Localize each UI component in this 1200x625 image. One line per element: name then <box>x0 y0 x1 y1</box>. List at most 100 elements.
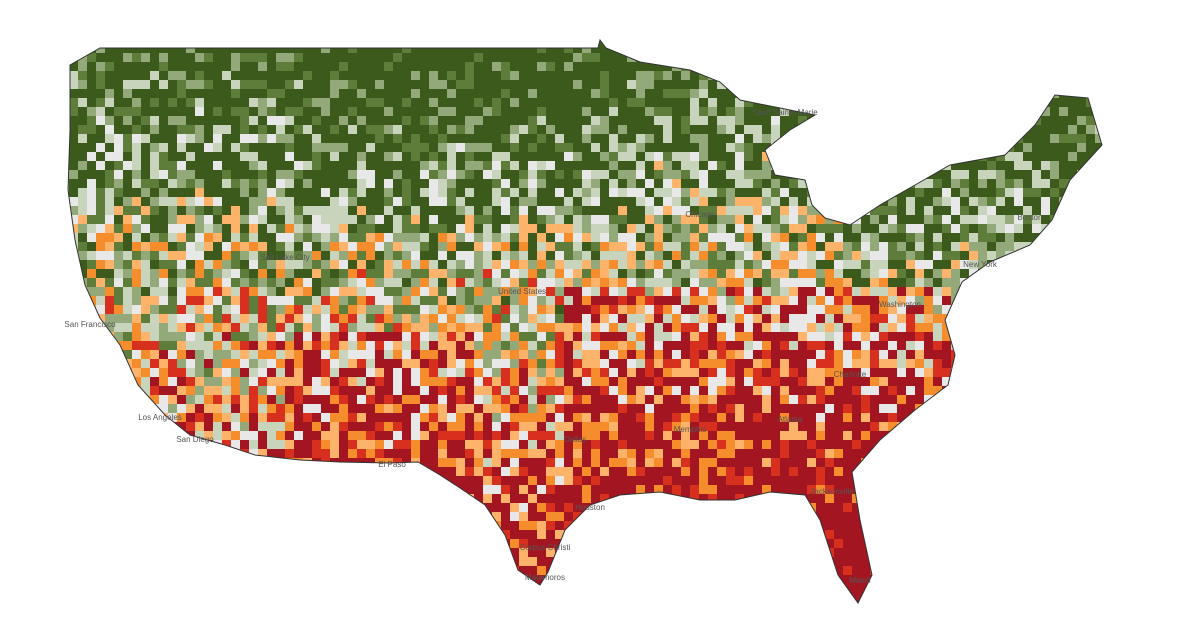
region-cell <box>591 224 601 234</box>
region-cell <box>780 170 790 180</box>
region-cell <box>870 323 880 333</box>
region-cell <box>672 224 682 234</box>
region-cell <box>285 278 295 288</box>
region-cell <box>474 269 484 279</box>
region-cell <box>672 89 682 99</box>
region-cell <box>1032 377 1042 387</box>
region-cell <box>105 377 115 387</box>
region-cell <box>186 143 196 153</box>
region-cell <box>312 233 322 243</box>
region-cell <box>474 296 484 306</box>
region-cell <box>447 80 457 90</box>
region-cell <box>501 341 511 351</box>
region-cell <box>555 107 565 117</box>
region-cell <box>132 71 142 81</box>
region-cell <box>447 224 457 234</box>
region-cell <box>303 377 313 387</box>
region-cell <box>492 296 502 306</box>
region-cell <box>1059 125 1069 135</box>
region-cell <box>204 242 214 252</box>
region-cell <box>744 287 754 297</box>
region-cell <box>465 44 475 54</box>
region-cell <box>321 404 331 414</box>
region-cell <box>1086 269 1096 279</box>
region-cell <box>222 197 232 207</box>
region-cell <box>825 98 835 108</box>
region-cell <box>429 269 439 279</box>
region-cell <box>591 341 601 351</box>
region-cell <box>339 332 349 342</box>
region-cell <box>843 278 853 288</box>
region-cell <box>1050 116 1060 126</box>
region-cell <box>1032 62 1042 72</box>
region-cell <box>1068 287 1078 297</box>
region-cell <box>168 197 178 207</box>
region-cell <box>591 161 601 171</box>
region-cell <box>690 188 700 198</box>
region-cell <box>870 359 880 369</box>
region-cell <box>582 71 592 81</box>
region-cell <box>852 386 862 396</box>
region-cell <box>591 143 601 153</box>
region-cell <box>978 53 988 63</box>
region-cell <box>888 98 898 108</box>
region-cell <box>330 215 340 225</box>
region-cell <box>159 143 169 153</box>
region-cell <box>627 377 637 387</box>
region-cell <box>906 251 916 261</box>
region-cell <box>1032 296 1042 306</box>
region-cell <box>789 161 799 171</box>
region-cell <box>933 62 943 72</box>
region-cell <box>303 404 313 414</box>
region-cell <box>87 152 97 162</box>
region-cell <box>609 116 619 126</box>
region-cell <box>384 242 394 252</box>
region-cell <box>555 188 565 198</box>
region-cell <box>609 161 619 171</box>
region-cell <box>312 134 322 144</box>
region-cell <box>222 251 232 261</box>
region-cell <box>699 395 709 405</box>
region-cell <box>1005 40 1015 45</box>
region-cell <box>303 40 313 45</box>
region-cell <box>663 179 673 189</box>
region-cell <box>735 305 745 315</box>
region-cell <box>771 242 781 252</box>
region-cell <box>1032 314 1042 324</box>
region-cell <box>213 206 223 216</box>
region-cell <box>1104 323 1114 333</box>
region-cell <box>222 395 232 405</box>
region-cell <box>834 152 844 162</box>
region-cell <box>681 341 691 351</box>
region-cell <box>843 161 853 171</box>
region-cell <box>852 206 862 216</box>
region-cell <box>600 404 610 414</box>
region-cell <box>744 179 754 189</box>
region-cell <box>393 71 403 81</box>
region-cell <box>843 404 853 414</box>
region-cell <box>483 269 493 279</box>
region-cell <box>1086 179 1096 189</box>
region-cell <box>420 224 430 234</box>
region-cell <box>843 377 853 387</box>
region-cell <box>78 224 88 234</box>
region-cell <box>177 107 187 117</box>
region-cell <box>591 98 601 108</box>
region-cell <box>204 377 214 387</box>
region-cell <box>375 413 385 423</box>
region-cell <box>411 170 421 180</box>
region-cell <box>411 350 421 360</box>
region-cell <box>393 251 403 261</box>
region-cell <box>780 269 790 279</box>
region-cell <box>699 62 709 72</box>
region-cell <box>141 404 151 414</box>
region-cell <box>195 134 205 144</box>
region-cell <box>987 89 997 99</box>
region-cell <box>942 251 952 261</box>
region-cell <box>294 44 304 54</box>
region-cell <box>906 386 916 396</box>
region-cell <box>609 215 619 225</box>
region-cell <box>474 242 484 252</box>
region-cell <box>933 116 943 126</box>
region-cell <box>780 377 790 387</box>
